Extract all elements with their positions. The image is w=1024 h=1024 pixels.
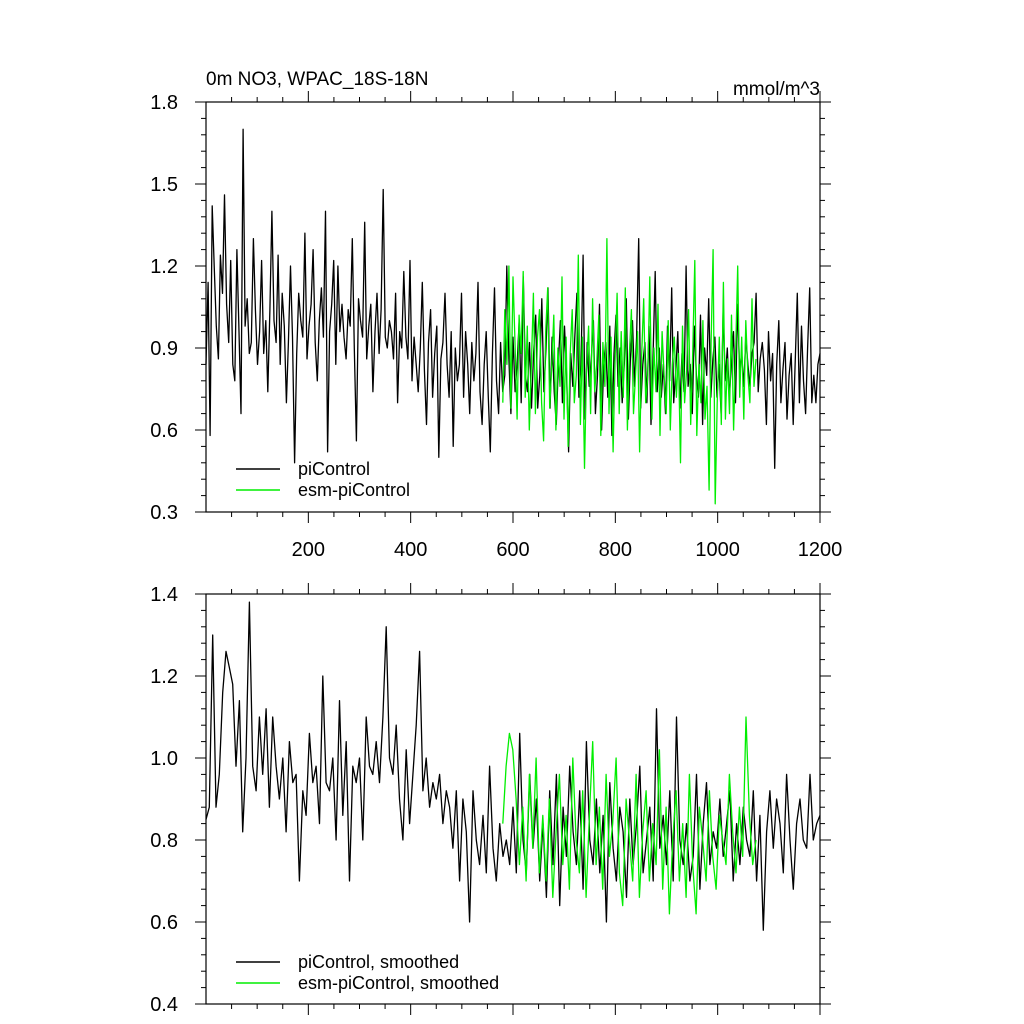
y-tick-label: 0.4 bbox=[150, 994, 178, 1016]
y-tick-label: 1.0 bbox=[150, 748, 178, 770]
x-tick-label: 400 bbox=[394, 539, 427, 561]
units-label: mmol/m^3 bbox=[733, 79, 820, 100]
panel-smoothed-ticks: 0.4 0.6 0.8 1.0 1.2 1.4 bbox=[150, 583, 831, 1016]
legend-label-esm-picontrol: esm-piControl bbox=[298, 480, 410, 500]
panel-smoothed-series bbox=[205, 601, 821, 931]
x-tick-label: 1000 bbox=[695, 539, 740, 561]
y-tick-label: 1.5 bbox=[150, 174, 178, 196]
chart-title: 0m NO3, WPAC_18S-18N bbox=[206, 69, 428, 90]
y-tick-label: 0.6 bbox=[150, 912, 178, 934]
panel-smoothed: 0.4 0.6 0.8 1.0 1.2 1.4 piControl, smoothed e… bbox=[150, 583, 831, 1016]
x-tick-label: 600 bbox=[496, 539, 529, 561]
legend-label-picontrol-smoothed: piControl, smoothed bbox=[298, 952, 459, 972]
y-tick-label: 0.6 bbox=[150, 420, 178, 442]
y-tick-label: 1.4 bbox=[150, 584, 178, 606]
legend-label-esm-picontrol-smoothed: esm-piControl, smoothed bbox=[298, 973, 499, 993]
y-tick-label: 1.2 bbox=[150, 256, 178, 278]
series-line-picontrol-smoothed bbox=[205, 601, 821, 931]
panel-raw-ticks: 0.3 0.6 0.9 1.2 1.5 1.8 200 400 600 800 1000 1200 bbox=[150, 91, 842, 561]
y-tick-label: 1.8 bbox=[150, 92, 178, 114]
y-tick-label: 0.3 bbox=[150, 502, 178, 524]
series-line-esm-picontrol bbox=[502, 238, 757, 505]
y-tick-label: 0.8 bbox=[150, 830, 178, 852]
y-tick-label: 1.2 bbox=[150, 666, 178, 688]
x-tick-label: 800 bbox=[599, 539, 632, 561]
series-line-esm-picontrol-smoothed bbox=[502, 716, 757, 915]
legend-label-picontrol: piControl bbox=[298, 459, 370, 479]
panel-raw-legend: piControl esm-piControl bbox=[236, 459, 410, 500]
panel-smoothed-legend: piControl, smoothed esm-piControl, smoot… bbox=[236, 952, 499, 993]
x-tick-label: 1200 bbox=[798, 539, 843, 561]
panel-raw-series bbox=[205, 128, 821, 505]
x-tick-label: 200 bbox=[292, 539, 325, 561]
panel-raw: 0.3 0.6 0.9 1.2 1.5 1.8 200 400 600 800 1000 1200 p… bbox=[150, 91, 842, 561]
y-tick-label: 0.9 bbox=[150, 338, 178, 360]
